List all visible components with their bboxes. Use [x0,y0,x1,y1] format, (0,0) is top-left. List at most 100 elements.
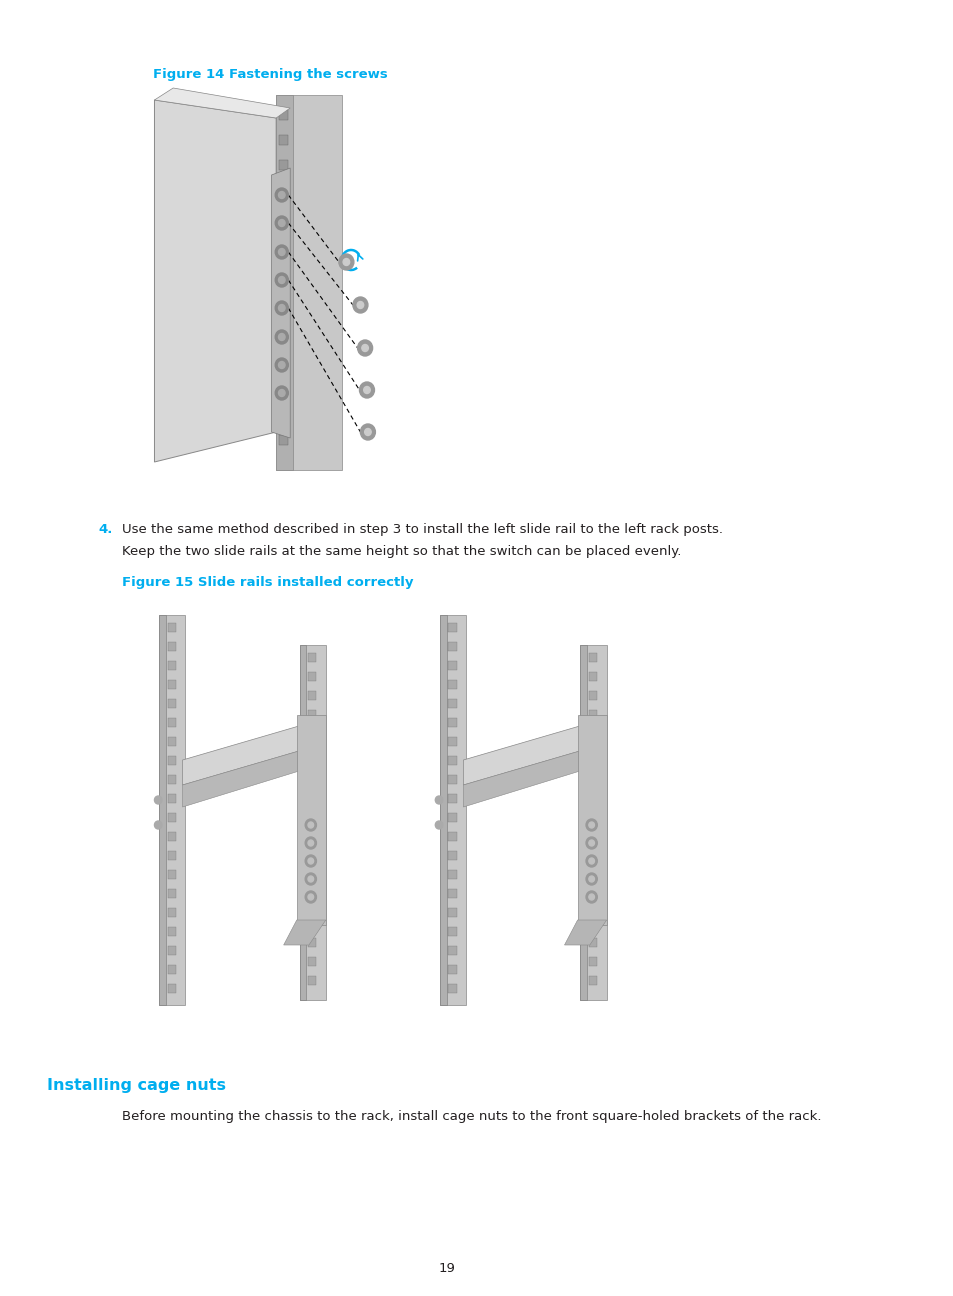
Circle shape [585,837,597,849]
Polygon shape [154,88,290,118]
Bar [308,728,316,737]
Bar [278,260,288,270]
Text: Figure 14 Fastening the screws: Figure 14 Fastening the screws [152,67,387,80]
Circle shape [278,276,285,284]
Circle shape [278,333,285,341]
Polygon shape [182,750,302,807]
Circle shape [275,188,288,202]
Circle shape [588,858,594,864]
Bar [308,805,316,814]
Bar [448,756,456,765]
Circle shape [353,297,368,314]
Polygon shape [154,100,275,461]
Bar [588,767,597,776]
Bar [278,360,288,369]
Bar [588,899,597,908]
Text: 4.: 4. [98,524,112,537]
Bar [588,976,597,985]
Bar [579,645,586,1001]
Circle shape [585,819,597,831]
Bar [579,645,606,1001]
Text: 19: 19 [437,1262,455,1275]
Bar [168,718,175,727]
Circle shape [338,254,354,270]
Circle shape [278,219,285,227]
Bar [168,908,175,918]
Circle shape [343,258,350,266]
Bar [448,737,456,746]
Bar [308,842,316,851]
Circle shape [275,301,288,315]
Bar [448,946,456,955]
Circle shape [359,382,375,398]
Circle shape [360,424,375,441]
Circle shape [435,796,442,804]
Bar [439,616,446,1004]
Bar [448,718,456,727]
Bar [588,805,597,814]
Bar [588,748,597,757]
Bar [168,813,175,822]
Bar [448,832,456,841]
Circle shape [154,820,162,829]
Bar [308,785,316,794]
Bar [588,862,597,871]
Polygon shape [463,750,582,807]
Bar [278,185,288,194]
Bar [308,748,316,757]
Circle shape [275,358,288,372]
Bar [168,680,175,689]
Circle shape [278,390,285,397]
Polygon shape [182,724,302,785]
Circle shape [588,876,594,883]
Bar [278,385,288,395]
Bar [168,927,175,936]
Bar [168,832,175,841]
Bar [448,661,456,670]
Circle shape [585,874,597,885]
Bar [278,410,288,420]
Circle shape [364,429,371,435]
Circle shape [308,876,314,883]
Bar [159,616,185,1004]
Bar [275,95,341,470]
Bar [448,908,456,918]
Circle shape [308,822,314,828]
Text: Figure 15 Slide rails installed correctly: Figure 15 Slide rails installed correctl… [122,575,413,588]
Circle shape [305,874,316,885]
Circle shape [278,362,285,368]
Bar [308,976,316,985]
Circle shape [305,855,316,867]
Circle shape [308,858,314,864]
Circle shape [585,892,597,903]
Text: Use the same method described in step 3 to install the left slide rail to the le: Use the same method described in step 3 … [122,524,722,537]
Bar [588,956,597,966]
Bar [588,881,597,890]
Bar [278,334,288,345]
Circle shape [275,386,288,400]
Bar [448,851,456,861]
Bar [308,899,316,908]
Bar [448,984,456,993]
Bar [278,110,288,121]
Bar [588,824,597,833]
Circle shape [588,822,594,828]
Bar [168,661,175,670]
Polygon shape [296,715,325,925]
Bar [278,435,288,445]
Circle shape [588,840,594,846]
Bar [448,699,456,708]
Circle shape [308,894,314,899]
Circle shape [275,330,288,343]
Bar [168,699,175,708]
Bar [168,984,175,993]
Bar [448,813,456,822]
Bar [308,919,316,928]
Bar [588,653,597,662]
Bar [299,645,325,1001]
Bar [448,642,456,651]
Polygon shape [283,920,325,945]
Circle shape [357,340,373,356]
Bar [448,794,456,804]
Bar [168,756,175,765]
